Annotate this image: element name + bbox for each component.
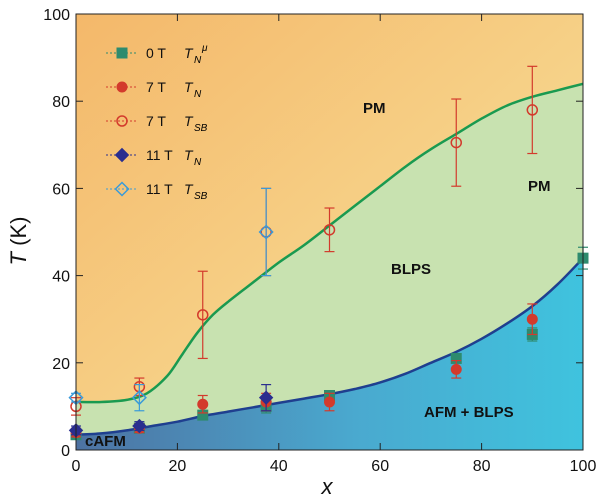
legend-subscript: N <box>194 157 202 168</box>
legend-subscript: N <box>194 89 202 100</box>
legend-field: 0 T <box>146 45 166 61</box>
legend-field: 7 T <box>146 79 166 95</box>
y-tick-label: 20 <box>52 356 70 373</box>
y-tick-label: 40 <box>52 269 70 286</box>
upper-boundary-line <box>76 82 583 404</box>
data-point <box>131 390 147 406</box>
region-label-blps: BLPS <box>391 261 431 278</box>
region-labels: PM PM BLPS AFM + BLPS cAFM <box>85 100 551 450</box>
data-point <box>526 104 539 116</box>
legend-symbol: T <box>184 45 194 61</box>
legend-entry-2: 7 T T SB <box>106 113 208 134</box>
legend-subscript: SB <box>194 123 208 134</box>
y-tick-label: 80 <box>52 94 70 111</box>
legend-entry-0: 0 T T Nμ <box>106 43 208 66</box>
y-axis-label-symbol: T <box>6 250 31 265</box>
legend-symbol: T <box>184 181 194 197</box>
x-tick-label: 80 <box>473 458 491 475</box>
x-tick-label: 100 <box>570 458 597 475</box>
legend-entry-4: 11 T T SB <box>106 181 208 202</box>
afm-blps-region <box>76 258 583 450</box>
legend-symbol: T <box>184 113 194 129</box>
legend-field: 7 T <box>146 113 166 129</box>
data-point <box>258 390 274 405</box>
legend-marker <box>114 147 130 163</box>
y-tick-label: 100 <box>43 7 70 24</box>
legend-superscript: μ <box>201 43 208 54</box>
legend-marker <box>116 47 128 59</box>
data-point <box>132 418 147 434</box>
x-tick-label: 20 <box>169 458 187 475</box>
legend-subscript: SB <box>194 191 208 202</box>
x-tick-label: 60 <box>371 458 389 475</box>
legend-symbol: T <box>184 147 194 163</box>
legend-marker <box>116 115 128 127</box>
y-axis-label: T (K) <box>6 217 31 266</box>
data-point <box>526 313 538 325</box>
x-axis-label: x <box>321 474 334 499</box>
legend-marker <box>116 81 128 93</box>
data-point <box>324 396 335 408</box>
x-tick-label: 0 <box>72 458 81 475</box>
legend-symbol: T <box>184 79 194 95</box>
data-point <box>450 136 462 149</box>
data-point <box>197 309 209 321</box>
axis-ticks: 0 20 40 60 80 100 0 20 40 60 80 100 <box>43 7 596 475</box>
region-label-pm-right: PM <box>528 178 551 195</box>
data-point <box>323 224 336 236</box>
region-label-cafm: cAFM <box>85 433 126 450</box>
legend-field: 11 T <box>146 181 173 197</box>
region-label-afm-blps: AFM + BLPS <box>424 404 514 421</box>
legend-marker <box>114 181 130 197</box>
data-point <box>450 363 462 375</box>
region-label-pm-upper: PM <box>363 100 386 117</box>
y-tick-label: 0 <box>61 443 70 460</box>
data-point <box>197 398 209 410</box>
y-tick-label: 60 <box>52 181 70 198</box>
plot-area <box>68 13 589 451</box>
legend-field: 11 T <box>146 147 173 163</box>
x-tick-label: 40 <box>270 458 288 475</box>
legend-subscript: N <box>194 55 202 66</box>
plot-frame <box>75 13 584 451</box>
data-point <box>258 224 274 240</box>
